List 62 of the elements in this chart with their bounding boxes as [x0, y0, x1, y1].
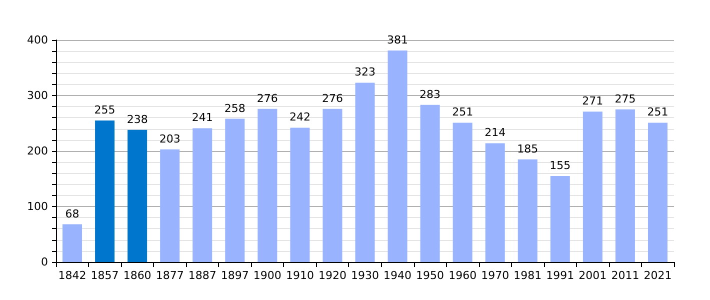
x-tick-label: 1910	[286, 269, 314, 282]
bar	[355, 82, 375, 262]
data-label: 276	[256, 92, 278, 105]
data-label: 251	[452, 106, 474, 119]
y-tick-label: 300	[27, 89, 48, 102]
bar	[160, 149, 180, 262]
x-tick-label: 2011	[611, 269, 640, 282]
y-tick-label: 100	[27, 200, 48, 213]
x-tick-label: 2001	[578, 269, 607, 282]
x-tick-label: 1991	[546, 269, 574, 282]
x-tick-label: 1887	[188, 269, 216, 282]
data-label: 214	[484, 126, 506, 140]
x-tick-label: 1897	[220, 269, 249, 282]
x-tick-label: 1981	[514, 269, 542, 282]
data-label: 283	[420, 88, 441, 101]
data-label: 381	[387, 34, 408, 47]
data-label: 238	[126, 112, 148, 126]
bar	[420, 104, 440, 262]
data-label: 276	[322, 92, 343, 105]
data-label: 271	[582, 94, 604, 108]
x-tick-label: 1842	[58, 269, 86, 282]
x-tick-label: 2021	[644, 269, 672, 282]
bar	[192, 128, 212, 262]
bar	[258, 108, 278, 262]
data-label: 155	[550, 158, 571, 172]
x-tick-label: 1960	[448, 269, 477, 282]
bar	[225, 118, 245, 262]
bar	[322, 108, 342, 262]
data-label: 185	[517, 142, 538, 156]
x-tick-label: 1940	[384, 269, 412, 282]
bar	[95, 120, 115, 262]
x-tick-label: 1970	[481, 269, 510, 282]
data-label: 255	[94, 103, 116, 116]
bar	[452, 122, 472, 262]
x-tick-label: 1930	[351, 269, 379, 282]
x-tick-label: 1877	[156, 269, 184, 282]
x-tick-label: 1920	[318, 269, 346, 282]
y-tick-label: 0	[41, 256, 48, 268]
data-label: 203	[159, 132, 180, 146]
bar	[518, 159, 538, 262]
data-label: 258	[224, 102, 246, 115]
bar	[62, 224, 82, 262]
data-label: 242	[289, 110, 310, 124]
data-label: 68	[65, 207, 80, 220]
data-label: 323	[354, 66, 376, 79]
data-label: 241	[192, 111, 213, 124]
y-tick-label: 200	[27, 144, 48, 158]
x-tick-label: 1860	[123, 269, 152, 282]
bar	[648, 122, 668, 262]
x-tick-label: 1857	[90, 269, 119, 282]
bar	[485, 143, 505, 262]
data-label: 275	[614, 92, 636, 106]
bar	[550, 176, 570, 262]
data-label: 251	[647, 106, 668, 119]
x-tick-label: 1950	[416, 269, 444, 282]
x-tick-label: 1900	[253, 269, 282, 282]
bar	[290, 128, 310, 262]
bar	[582, 112, 602, 262]
bar	[128, 130, 148, 262]
bar	[615, 109, 635, 262]
bar	[388, 50, 408, 262]
y-tick-label: 400	[27, 34, 48, 46]
